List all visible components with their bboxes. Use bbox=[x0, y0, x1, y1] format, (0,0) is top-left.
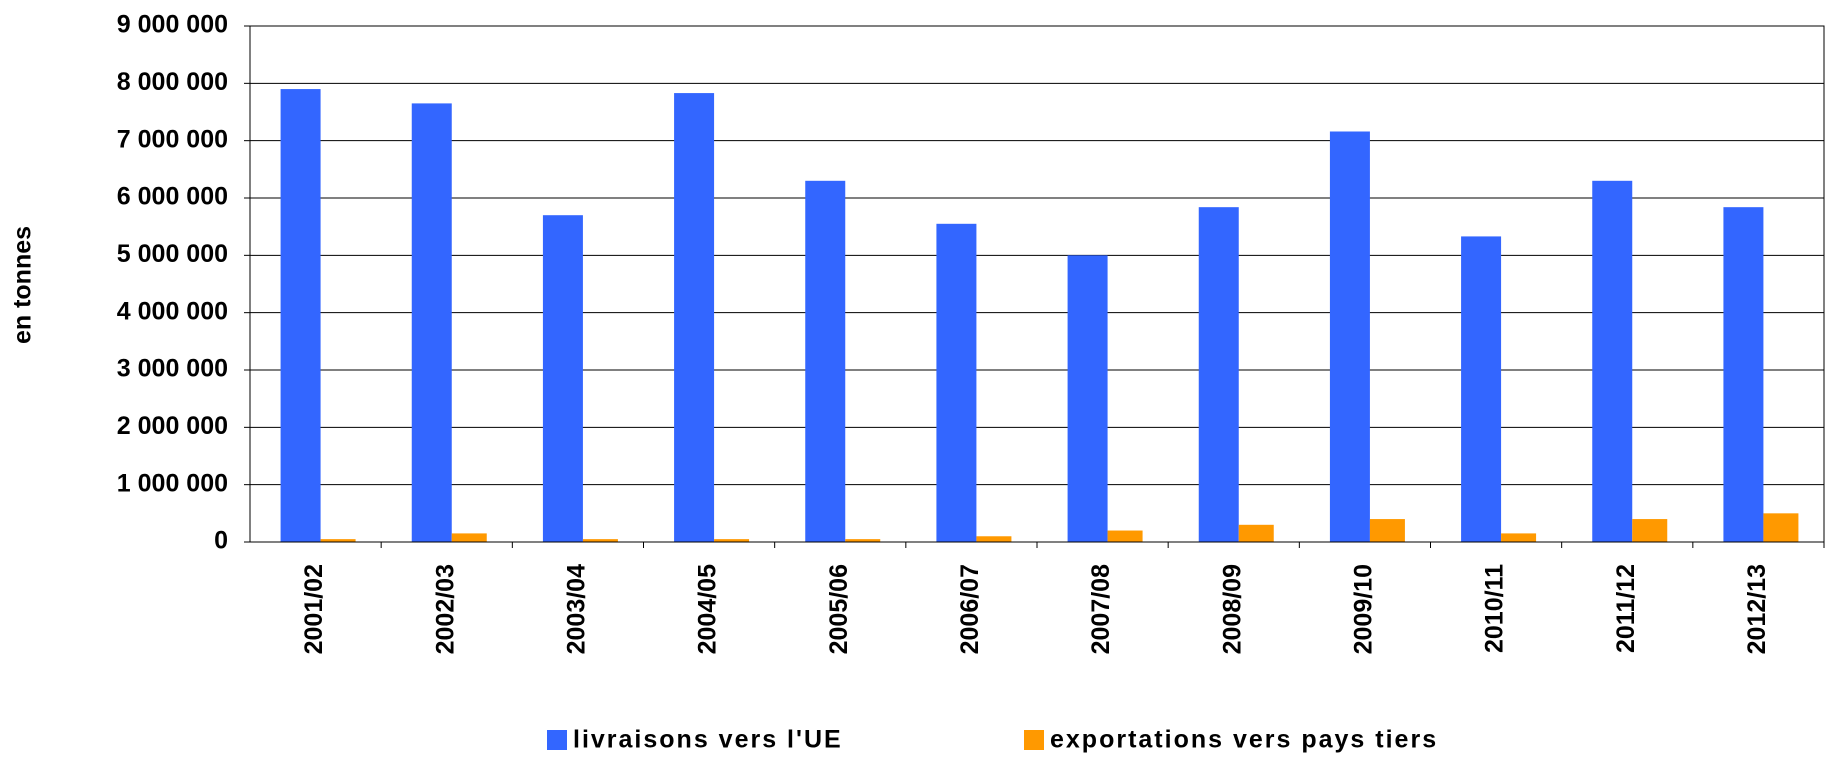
plot-area bbox=[249, 25, 1825, 543]
y-axis-title: en tonnes bbox=[9, 226, 37, 344]
bar bbox=[976, 536, 1012, 542]
bar bbox=[936, 223, 977, 543]
bar bbox=[451, 533, 487, 542]
bar bbox=[1723, 207, 1764, 542]
bar bbox=[411, 103, 452, 543]
legend-swatch bbox=[1024, 730, 1044, 750]
x-tick-label: 2002/03 bbox=[431, 564, 459, 654]
bar bbox=[1763, 513, 1799, 542]
bar bbox=[1369, 519, 1405, 542]
y-tick-label: 8 000 000 bbox=[117, 68, 228, 96]
bar bbox=[845, 539, 881, 542]
bar bbox=[1632, 519, 1668, 542]
bar bbox=[1238, 524, 1274, 542]
bar bbox=[1461, 236, 1502, 542]
bar bbox=[1501, 533, 1537, 542]
x-tick-label: 2007/08 bbox=[1087, 564, 1115, 654]
bar bbox=[1198, 207, 1239, 542]
x-tick-label: 2008/09 bbox=[1218, 564, 1246, 654]
y-tick-label: 0 bbox=[214, 527, 228, 555]
y-tick-label: 7 000 000 bbox=[117, 125, 228, 153]
x-tick-label: 2011/12 bbox=[1612, 564, 1640, 653]
bar bbox=[1329, 131, 1370, 542]
bar bbox=[280, 89, 321, 543]
x-tick-label: 2001/02 bbox=[300, 564, 328, 654]
bar bbox=[582, 539, 618, 542]
legend-label: exportations vers pays tiers bbox=[1050, 726, 1438, 754]
bar bbox=[1107, 530, 1143, 542]
y-tick-label: 9 000 000 bbox=[117, 11, 228, 39]
bar bbox=[320, 539, 356, 542]
legend-label: livraisons vers l'UE bbox=[573, 726, 843, 754]
bar bbox=[1067, 255, 1108, 543]
x-tick-label: 2004/05 bbox=[694, 564, 722, 654]
bar bbox=[1592, 180, 1633, 543]
bar bbox=[542, 215, 583, 542]
x-tick-label: 2003/04 bbox=[563, 564, 591, 654]
x-tick-label: 2010/11 bbox=[1481, 564, 1509, 653]
x-tick-label: 2009/10 bbox=[1350, 564, 1378, 654]
bar bbox=[714, 539, 750, 542]
bar bbox=[805, 180, 846, 543]
legend-swatch bbox=[547, 730, 567, 750]
y-tick-label: 3 000 000 bbox=[117, 355, 228, 383]
bar bbox=[674, 93, 715, 542]
y-tick-label: 5 000 000 bbox=[117, 240, 228, 268]
x-tick-label: 2012/13 bbox=[1743, 564, 1771, 654]
x-tick-label: 2006/07 bbox=[956, 564, 984, 654]
y-tick-label: 2 000 000 bbox=[117, 412, 228, 440]
x-tick-label: 2005/06 bbox=[825, 564, 853, 654]
y-tick-label: 4 000 000 bbox=[117, 297, 228, 325]
y-tick-label: 1 000 000 bbox=[117, 469, 228, 497]
y-tick-label: 6 000 000 bbox=[117, 183, 228, 211]
